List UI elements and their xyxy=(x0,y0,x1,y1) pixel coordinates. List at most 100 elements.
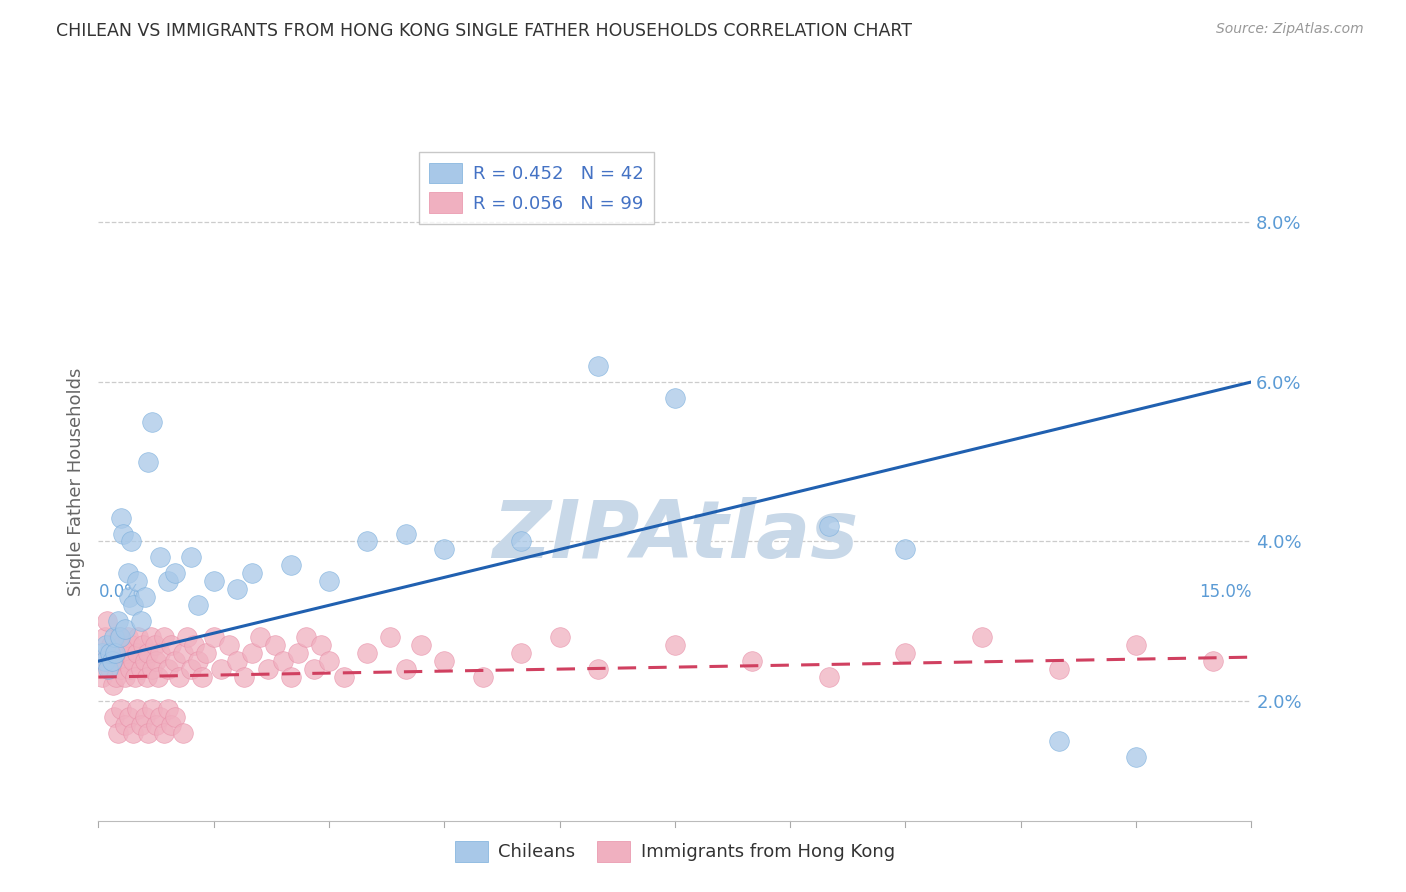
Point xyxy=(139,630,162,644)
Point xyxy=(165,710,187,724)
Point xyxy=(180,662,202,676)
Point xyxy=(132,638,155,652)
Point xyxy=(1047,734,1070,748)
Point xyxy=(187,654,209,668)
Point xyxy=(94,630,117,644)
Point xyxy=(380,630,402,644)
Point xyxy=(187,599,209,613)
Point xyxy=(249,630,271,644)
Point xyxy=(145,718,167,732)
Point xyxy=(107,646,129,660)
Point xyxy=(172,646,194,660)
Point xyxy=(202,574,225,589)
Point xyxy=(134,654,156,668)
Point xyxy=(152,726,174,740)
Point xyxy=(280,558,302,573)
Point xyxy=(125,574,148,589)
Point xyxy=(117,566,139,581)
Point xyxy=(167,670,190,684)
Point xyxy=(202,630,225,644)
Point xyxy=(103,710,125,724)
Point xyxy=(894,542,917,557)
Point xyxy=(103,654,125,668)
Point xyxy=(114,718,136,732)
Point xyxy=(110,662,132,676)
Point xyxy=(165,654,187,668)
Text: CHILEAN VS IMMIGRANTS FROM HONG KONG SINGLE FATHER HOUSEHOLDS CORRELATION CHART: CHILEAN VS IMMIGRANTS FROM HONG KONG SIN… xyxy=(56,22,912,40)
Point xyxy=(107,614,129,628)
Point xyxy=(122,654,145,668)
Point xyxy=(103,630,125,644)
Point xyxy=(108,630,131,644)
Point xyxy=(183,638,205,652)
Point xyxy=(124,670,146,684)
Point xyxy=(433,542,456,557)
Point xyxy=(264,638,287,652)
Point xyxy=(225,582,247,597)
Legend: Chileans, Immigrants from Hong Kong: Chileans, Immigrants from Hong Kong xyxy=(444,830,905,872)
Point xyxy=(129,662,152,676)
Point xyxy=(127,630,149,644)
Point xyxy=(180,550,202,565)
Point xyxy=(105,670,128,684)
Point xyxy=(138,726,160,740)
Point xyxy=(125,702,148,716)
Point xyxy=(110,510,132,524)
Point xyxy=(302,662,325,676)
Point xyxy=(98,646,121,660)
Point xyxy=(118,662,141,676)
Point xyxy=(101,678,124,692)
Point xyxy=(98,662,121,676)
Point xyxy=(165,566,187,581)
Point xyxy=(91,670,114,684)
Point xyxy=(134,710,156,724)
Point xyxy=(510,534,533,549)
Point xyxy=(93,654,115,668)
Point xyxy=(741,654,763,668)
Point xyxy=(548,630,571,644)
Point xyxy=(1047,662,1070,676)
Point xyxy=(894,646,917,660)
Point xyxy=(118,710,141,724)
Point xyxy=(240,566,263,581)
Point xyxy=(100,638,122,652)
Point xyxy=(411,638,433,652)
Point xyxy=(97,662,120,676)
Point xyxy=(433,654,456,668)
Point xyxy=(141,415,163,429)
Point xyxy=(311,638,333,652)
Point xyxy=(356,534,378,549)
Point xyxy=(160,718,183,732)
Point xyxy=(125,646,148,660)
Point xyxy=(141,702,163,716)
Text: Source: ZipAtlas.com: Source: ZipAtlas.com xyxy=(1216,22,1364,37)
Point xyxy=(287,646,309,660)
Point xyxy=(172,726,194,740)
Y-axis label: Single Father Households: Single Father Households xyxy=(66,368,84,596)
Point xyxy=(107,726,129,740)
Text: ZIPAtlas: ZIPAtlas xyxy=(492,497,858,575)
Point xyxy=(129,614,152,628)
Point xyxy=(143,638,166,652)
Point xyxy=(148,670,170,684)
Point xyxy=(120,534,142,549)
Point xyxy=(115,646,138,660)
Point xyxy=(225,654,247,668)
Point xyxy=(122,726,145,740)
Point xyxy=(318,574,340,589)
Point xyxy=(93,654,115,668)
Point xyxy=(664,391,686,405)
Point xyxy=(117,630,139,644)
Point xyxy=(138,455,160,469)
Point xyxy=(96,614,118,628)
Point xyxy=(129,718,152,732)
Point xyxy=(233,670,256,684)
Point xyxy=(586,359,609,373)
Point xyxy=(156,702,179,716)
Point xyxy=(240,646,263,660)
Point xyxy=(152,630,174,644)
Point xyxy=(318,654,340,668)
Point xyxy=(110,702,132,716)
Point xyxy=(156,574,179,589)
Point xyxy=(121,638,143,652)
